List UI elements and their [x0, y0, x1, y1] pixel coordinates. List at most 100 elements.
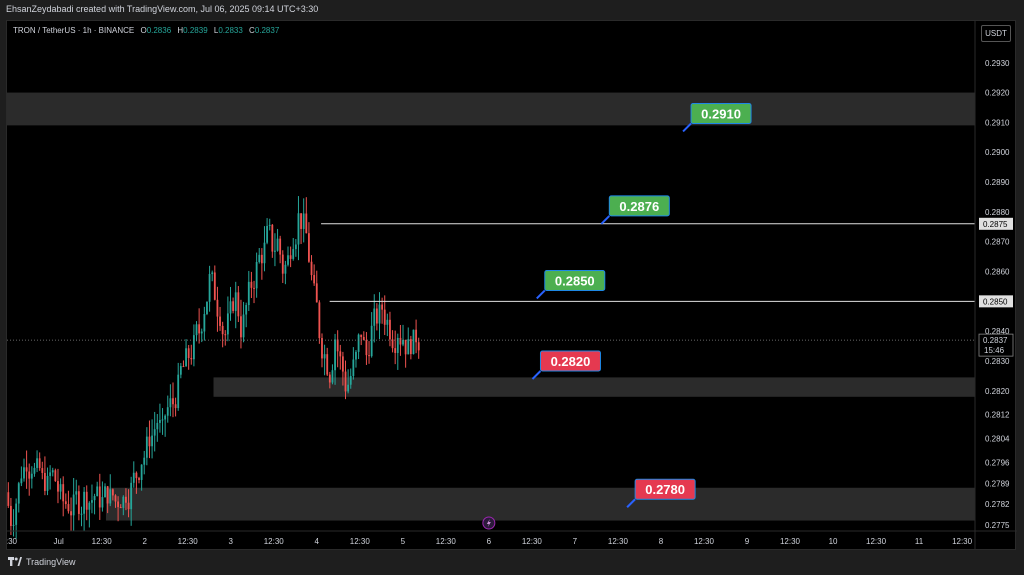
candle-body: [365, 339, 368, 356]
tradingview-brand: TradingView: [26, 557, 76, 567]
candle-body: [190, 358, 193, 360]
candle-body: [274, 250, 276, 252]
candle-body: [127, 502, 130, 510]
tradingview-logo-icon: [8, 557, 22, 566]
x-tick-label: 4: [315, 537, 320, 546]
candle-body: [417, 342, 420, 351]
candle-body: [313, 275, 316, 284]
candle-body: [109, 489, 112, 504]
price-line-badge: [979, 295, 1013, 308]
callout-pointer: [626, 498, 636, 508]
candle-body: [7, 492, 10, 506]
candle-body: [219, 316, 221, 326]
candle-body: [339, 351, 342, 357]
candle-body: [30, 473, 33, 479]
support-resistance-zone: [105, 487, 975, 521]
price-line-badge-label: 0.2875: [983, 220, 1008, 229]
x-tick-label: 12:30: [780, 537, 801, 546]
price-chart[interactable]: 0.2930 0.2920 0.2910 0.2900 0.2890 0.2880 0.28…: [7, 21, 1017, 551]
candle-body: [255, 262, 258, 289]
candle-body: [43, 472, 46, 491]
candle-body: [412, 329, 415, 355]
candle-body: [268, 224, 271, 226]
callout-box: [544, 269, 606, 291]
candle-body: [200, 331, 203, 334]
price-callout[interactable]: 0.2910: [682, 102, 752, 133]
candle-body: [93, 496, 96, 501]
symbol-title[interactable]: TRON / TetherUS · 1h · BINANCE: [13, 26, 135, 35]
price-line-badge: [979, 217, 1013, 230]
candle-body: [276, 238, 279, 251]
callout-label: 0.2910: [701, 106, 741, 121]
currency-button[interactable]: USDT: [981, 25, 1011, 42]
candle-body: [33, 467, 36, 474]
candle-body: [234, 292, 237, 311]
candle-body: [232, 301, 235, 311]
candle-body: [302, 213, 305, 229]
candle-body: [341, 356, 344, 372]
candle-body: [402, 339, 404, 345]
price-callout[interactable]: 0.2876: [600, 195, 670, 225]
candle-body: [247, 281, 250, 306]
lightning-icon[interactable]: [482, 516, 496, 530]
candle-body: [308, 233, 310, 262]
candle-body: [389, 319, 391, 340]
candle-body: [271, 224, 274, 252]
x-tick-label: 7: [573, 537, 578, 546]
candle-body: [383, 309, 386, 325]
candle-body: [357, 334, 360, 352]
candle-body: [415, 329, 418, 343]
callout-box: [608, 195, 670, 217]
x-tick-label: 12:30: [952, 537, 973, 546]
candle-body: [57, 481, 59, 492]
candle-body: [159, 420, 161, 423]
price-callout[interactable]: 0.2780: [626, 478, 696, 508]
candle-body: [370, 325, 373, 357]
candle-body: [135, 472, 138, 479]
candle-body: [310, 261, 313, 276]
y-tick-label: 0.2775: [985, 521, 1010, 530]
candle-body: [119, 507, 122, 509]
callout-box: [690, 102, 752, 124]
support-resistance-zone: [7, 92, 975, 126]
candle-body: [62, 484, 65, 502]
top-bar: EhsanZeydabadi created with TradingView.…: [0, 0, 1024, 20]
candle-body: [321, 338, 323, 359]
y-tick-label: 0.2920: [985, 89, 1010, 98]
candle-body: [331, 370, 334, 383]
x-tick-label: 2: [142, 537, 147, 546]
candle-body: [41, 468, 44, 473]
callout-pointer: [682, 122, 692, 133]
callout-label: 0.2820: [551, 354, 591, 369]
candle-body: [279, 238, 282, 255]
candle-body: [77, 491, 80, 514]
x-tick-label: 6: [487, 537, 492, 546]
callout-pointer: [536, 289, 546, 300]
candle-body: [258, 254, 261, 263]
candle-body: [229, 301, 232, 314]
candle-body: [250, 281, 253, 288]
candle-body: [375, 308, 378, 324]
last-price-badge: [978, 333, 1014, 357]
candle-body: [166, 407, 169, 416]
candle-body: [64, 501, 67, 505]
price-callout[interactable]: 0.2820: [531, 350, 601, 380]
y-tick-label: 0.2812: [985, 411, 1010, 420]
candle-body: [373, 308, 376, 326]
candle-body: [245, 305, 248, 315]
candle-body: [101, 497, 104, 508]
candle-body: [355, 351, 357, 360]
candle-body: [17, 483, 20, 504]
price-callout[interactable]: 0.2850: [536, 269, 606, 300]
candle-body: [198, 324, 201, 334]
candle-body: [344, 371, 347, 392]
candle-body: [148, 436, 151, 447]
candle-body: [187, 348, 190, 359]
candle-body: [85, 491, 88, 510]
symbol-legend: TRON / TetherUS · 1h · BINANCE O0.2836 H…: [13, 26, 279, 35]
candle-body: [378, 304, 381, 324]
open-label: O: [140, 26, 147, 35]
candle-body: [140, 464, 143, 480]
candle-body: [143, 457, 146, 465]
chart-pane[interactable]: 0.2930 0.2920 0.2910 0.2900 0.2890 0.2880 0.28…: [6, 20, 1017, 551]
